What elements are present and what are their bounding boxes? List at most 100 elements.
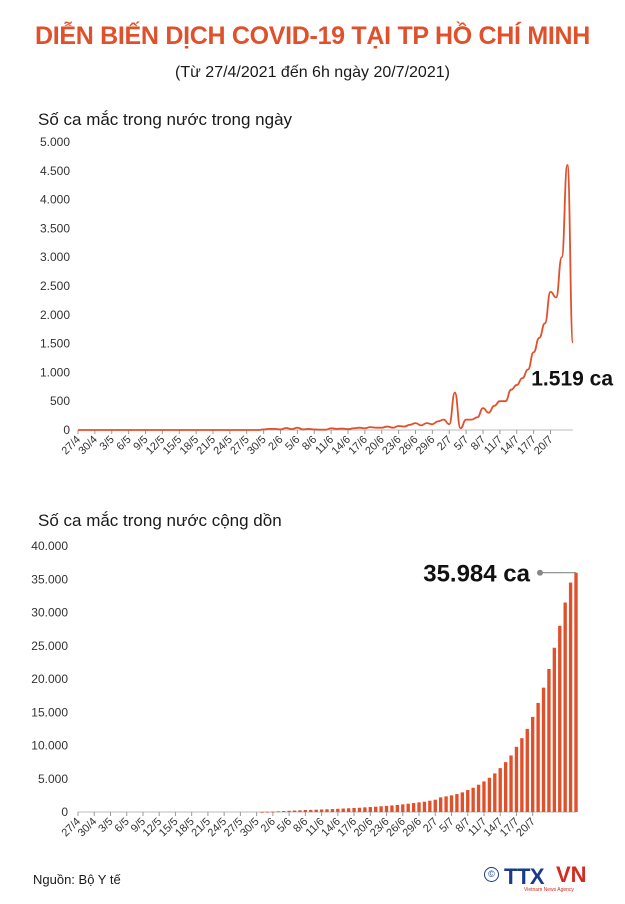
y-tick-label: 15.000 <box>31 705 68 719</box>
cumulative-bar <box>476 784 481 812</box>
cumulative-cases-bar-chart: 0 5.000 10.000 15.000 20.000 25.000 30.000 35.0… <box>31 539 578 840</box>
cumulative-bar <box>276 811 280 813</box>
annotation-dot <box>537 569 543 576</box>
daily-cases-series-line <box>77 164 574 431</box>
x-tick-label: 3/5 <box>98 434 117 453</box>
cumulative-bar <box>374 806 378 812</box>
copyright-icon: © <box>484 867 499 882</box>
cumulative-bar <box>574 572 578 812</box>
x-tick-label: 30/5 <box>245 434 269 458</box>
cumulative-bar <box>271 811 275 813</box>
cumulative-bar <box>482 781 486 812</box>
cumulative-bar <box>395 805 400 812</box>
cumulative-bar <box>471 787 475 812</box>
infographic-subtitle: (Từ 27/4/2021 đến 6h ngày 20/7/2021) <box>175 64 450 81</box>
y-tick-label: 40.000 <box>31 539 68 553</box>
y-tick-label: 2.000 <box>40 308 70 322</box>
cumulative-bar <box>330 809 335 812</box>
total-value-annotation: 35.984 ca <box>423 561 530 588</box>
cumulative-bar <box>363 807 367 812</box>
cumulative-bar <box>357 807 362 812</box>
cumulative-bar <box>336 808 340 812</box>
cumulative-bar <box>319 809 324 812</box>
cumulative-bar <box>525 728 529 812</box>
cumulative-bar <box>325 809 329 812</box>
x-tick-label: 2/6 <box>266 434 285 453</box>
y-tick-label: 25.000 <box>31 639 68 653</box>
cumulative-bar <box>455 794 459 812</box>
cumulative-bar <box>558 625 562 812</box>
cumulative-bar <box>547 669 551 812</box>
cumulative-bar <box>531 716 535 812</box>
cumulative-bar <box>401 804 405 812</box>
cumulative-bar <box>466 790 470 812</box>
x-tick-label: 20/7 <box>514 816 538 840</box>
cumulative-bar <box>438 797 443 812</box>
y-tick-label: 5.000 <box>38 772 68 786</box>
x-tick-label: 30/4 <box>76 434 100 458</box>
last-value-annotation: 1.519 ca <box>531 368 613 391</box>
y-tick-label: 2.500 <box>40 279 70 293</box>
cumulative-bar <box>314 809 318 812</box>
x-tick-label: 6/5 <box>114 434 133 453</box>
cumulative-bar <box>433 799 437 812</box>
daily-chart-title: Số ca mắc trong nước trong ngày <box>38 110 293 129</box>
cumulative-bar <box>541 687 546 812</box>
y-tick-label: 3.500 <box>40 221 70 235</box>
y-tick-label: 1.500 <box>40 337 70 351</box>
cumulative-bar <box>282 811 286 812</box>
x-tick-label: 20/7 <box>532 434 556 458</box>
y-tick-label: 10.000 <box>31 739 68 753</box>
cumulative-bar <box>493 773 497 812</box>
y-tick-label: 0 <box>61 805 68 819</box>
x-tick-label: 5/7 <box>452 434 471 453</box>
cumulative-bar <box>509 755 513 812</box>
y-tick-label: 4.000 <box>40 193 70 207</box>
cumulative-bar <box>352 808 356 812</box>
cumulative-bar <box>444 796 448 812</box>
logo-tagline: Vietnam News Agency <box>524 887 574 893</box>
cumulative-bar <box>287 810 291 812</box>
cumulative-bar <box>384 805 389 812</box>
logo-ttx-text: TTX <box>504 864 545 889</box>
y-tick-label: 1.000 <box>40 365 70 379</box>
x-tick-label: 29/6 <box>401 816 425 840</box>
cumulative-bar <box>379 806 383 812</box>
cumulative-bar <box>303 810 308 812</box>
y-tick-label: 30.000 <box>31 606 68 620</box>
cumulative-bar <box>552 647 557 812</box>
x-tick-label: 29/6 <box>414 434 438 458</box>
cumulative-bar <box>514 746 519 812</box>
cumulative-bar <box>292 810 297 812</box>
cumulative-bar <box>265 811 270 813</box>
cumulative-bar <box>341 808 345 812</box>
cumulative-bar <box>417 802 421 812</box>
cumulative-bar <box>298 810 302 812</box>
cumulative-bar <box>520 738 524 812</box>
cumulative-bar <box>406 803 410 812</box>
cumulative-bar <box>498 768 502 812</box>
cumulative-bar <box>568 582 573 812</box>
cumulative-bar <box>346 808 351 812</box>
cumulative-bar <box>390 805 394 812</box>
infographic-title: DIỄN BIẾN DỊCH COVID-19 TẠI TP HỒ CHÍ MI… <box>34 22 591 50</box>
x-tick-label: 30/4 <box>76 816 100 840</box>
x-tick-label: 5/6 <box>283 434 302 453</box>
y-tick-label: 0 <box>63 423 70 437</box>
cumulative-chart-title: Số ca mắc trong nước cộng dồn <box>38 511 282 530</box>
cumulative-bar <box>563 602 567 812</box>
y-tick-label: 20.000 <box>31 672 68 686</box>
ttxvn-logo: © TTX VN Vietnam News Agency <box>484 862 587 896</box>
cumulative-bar <box>449 795 454 812</box>
daily-cases-line-chart: 0 500 1.000 1.500 2.000 2.500 3.000 3.500 4.000 4… <box>40 135 613 458</box>
y-tick-label: 35.000 <box>31 572 68 586</box>
source-note: Nguồn: Bộ Y tế <box>33 872 121 887</box>
cumulative-bar <box>368 807 372 812</box>
cumulative-bar <box>422 801 427 812</box>
x-tick-label: 2/7 <box>435 434 454 453</box>
cumulative-bar <box>411 803 416 812</box>
logo-vn-text: VN <box>556 862 587 887</box>
y-tick-label: 3.000 <box>40 250 70 264</box>
y-tick-label: 5.000 <box>40 135 70 149</box>
cumulative-bar <box>487 777 492 812</box>
